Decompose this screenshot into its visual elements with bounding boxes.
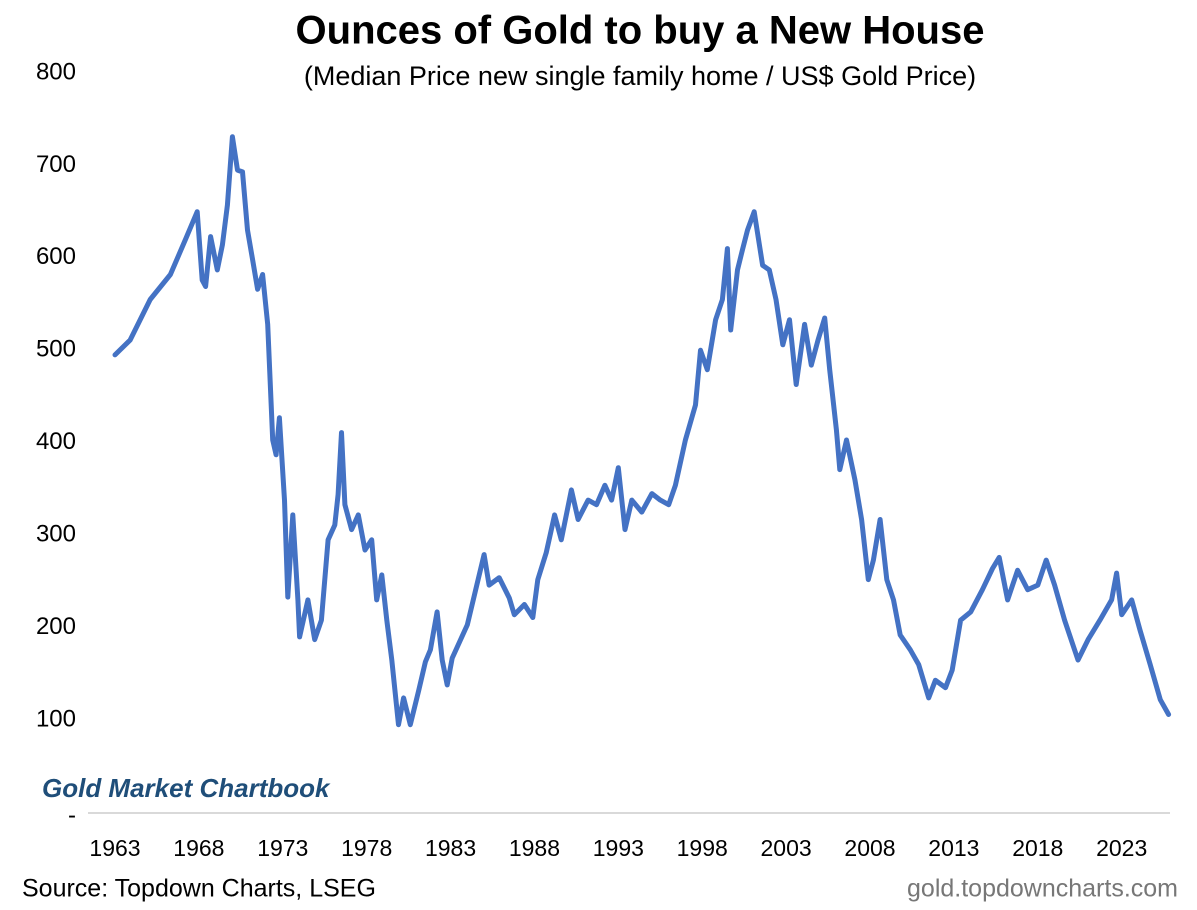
series-line bbox=[112, 134, 1172, 728]
x-tick-label: 1963 bbox=[89, 835, 140, 861]
y-tick-label: - bbox=[68, 802, 76, 829]
y-tick-label: 800 bbox=[36, 58, 76, 85]
x-tick-label: 2013 bbox=[928, 835, 979, 861]
y-tick-label: 200 bbox=[36, 613, 76, 640]
y-tick-label: 300 bbox=[36, 521, 76, 548]
y-tick-label: 700 bbox=[36, 151, 76, 178]
x-tick-label: 1973 bbox=[257, 835, 308, 861]
y-tick-label: 500 bbox=[36, 336, 76, 363]
chart-title: Ounces of Gold to buy a New House bbox=[296, 9, 985, 53]
x-tick-label: 1993 bbox=[593, 835, 644, 861]
x-tick-label: 2003 bbox=[761, 835, 812, 861]
x-tick-label: 1983 bbox=[425, 835, 476, 861]
chart-subtitle: (Median Price new single family home / U… bbox=[304, 61, 976, 91]
x-tick-label: 2023 bbox=[1096, 835, 1147, 861]
x-tick-label: 2008 bbox=[844, 835, 895, 861]
annotation: Gold Market Chartbook bbox=[42, 773, 331, 803]
y-tick-label: 600 bbox=[36, 243, 76, 270]
y-tick-label: 100 bbox=[36, 705, 76, 732]
x-tick-label: 1988 bbox=[509, 835, 560, 861]
source: Source: Topdown Charts, LSEG bbox=[22, 875, 376, 903]
x-tick-label: 1998 bbox=[677, 835, 728, 861]
watermark: gold.topdowncharts.com bbox=[907, 875, 1178, 903]
y-tick-label: 400 bbox=[36, 428, 76, 455]
x-tick-label: 1978 bbox=[341, 835, 392, 861]
x-tick-label: 2018 bbox=[1012, 835, 1063, 861]
x-tick-label: 1968 bbox=[173, 835, 224, 861]
